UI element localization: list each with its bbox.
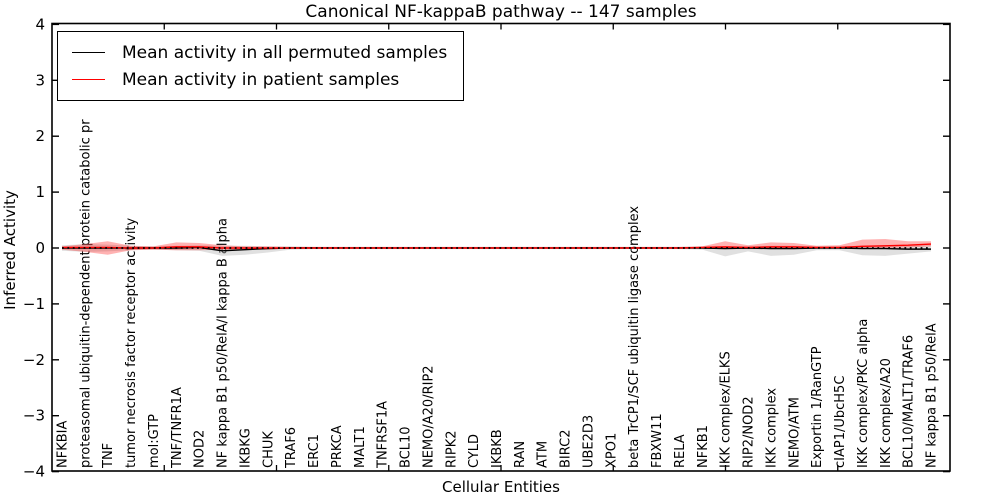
y-tick-label: 2 <box>35 127 45 145</box>
x-axis-label: Cellular Entities <box>442 478 560 496</box>
x-tick-label: RELA <box>673 434 688 468</box>
x-tick-label: UBE2D3 <box>581 415 596 468</box>
x-tick-label: NOD2 <box>193 430 208 468</box>
x-ticks <box>163 23 839 471</box>
x-tick-label: beta TrCP1/SCF ubiquitin ligase complex <box>627 206 642 468</box>
patient-mean-line <box>62 243 932 249</box>
x-tick-label: cIAP1/UbcH5C <box>833 376 848 468</box>
x-tick-label: IKBKB <box>490 429 505 468</box>
x-tick-label: RIPK2 <box>444 430 459 468</box>
x-tick-label: CYLD <box>467 434 482 468</box>
x-tick-label: NEMO/ATM <box>787 397 802 468</box>
x-tick-label: NEMO/A20/RIP2 <box>421 365 436 468</box>
x-tick-label: BCL10/MALT1/TRAF6 <box>902 335 917 468</box>
permuted-line-swatch <box>72 52 105 53</box>
x-tick-label: NF kappa B1 p50/RelA <box>925 323 940 468</box>
x-tick-label: TNF <box>101 443 116 469</box>
legend-item-permuted: Mean activity in all permuted samples <box>72 39 447 66</box>
chart-title: Canonical NF-kappaB pathway -- 147 sampl… <box>305 2 697 22</box>
x-tick-label: NF kappa B1 p50/RelA/I kappa B alpha <box>216 218 231 468</box>
y-axis-label: Inferred Activity <box>1 190 19 310</box>
y-tick-label: −4 <box>23 463 45 481</box>
x-tick-label: IKBKG <box>238 428 253 468</box>
x-tick-label: IKK complex/PKC alpha <box>856 319 871 468</box>
x-tick-label: TNF/TNFR1A <box>170 387 185 469</box>
y-tick-label: −2 <box>23 351 45 369</box>
x-tick-label: PRKCA <box>330 425 345 468</box>
x-tick-label: ERC1 <box>307 434 322 468</box>
x-tick-label: MALT1 <box>353 426 368 468</box>
y-tick-label: 1 <box>35 183 45 201</box>
y-tick-label: 4 <box>35 15 45 33</box>
x-tick-label: mol:GTP <box>147 414 162 468</box>
x-tick-label: RAN <box>513 441 528 468</box>
y-tick-label: 0 <box>35 239 45 257</box>
x-tick-label: RIP2/NOD2 <box>742 396 757 468</box>
x-tick-label: ATM <box>536 441 551 468</box>
legend-item-patient: Mean activity in patient samples <box>72 66 447 93</box>
x-tick-label: IKK complex/ELKS <box>719 351 734 468</box>
x-tick-label: proteasomal ubiquitin-dependent protein … <box>78 119 93 468</box>
y-tick-label: −3 <box>23 407 45 425</box>
x-tick-label: IKK complex <box>764 388 779 468</box>
x-tick-label: TRAF6 <box>284 427 299 469</box>
x-tick-label: Exportin 1/RanGTP <box>810 346 825 468</box>
y-tick-label: 3 <box>35 71 45 89</box>
x-tick-label: IKK complex/A20 <box>879 358 894 468</box>
x-tick-label: BCL10 <box>399 426 414 468</box>
x-tick-label: FBXW11 <box>650 413 665 468</box>
x-tick-label: tumor necrosis factor receptor activity <box>124 217 139 468</box>
x-tick-label: BIRC2 <box>559 430 574 469</box>
x-tick-label: NFKBIA <box>56 421 71 468</box>
x-tick-label: TNFRSF1A <box>376 401 391 469</box>
x-tick-label: CHUK <box>261 431 276 468</box>
legend: Mean activity in all permuted samples Me… <box>57 31 465 101</box>
y-tick-label: −1 <box>23 295 45 313</box>
legend-label-permuted: Mean activity in all permuted samples <box>122 42 448 63</box>
x-tick-label: NFKB1 <box>696 425 711 468</box>
y-ticks: −4 −3 −2 −1 0 1 2 3 4 <box>23 15 950 481</box>
x-tick-labels: NFKBIA proteasomal ubiquitin-dependent pr… <box>56 119 940 469</box>
legend-label-patient: Mean activity in patient samples <box>122 69 400 90</box>
patient-line-swatch <box>72 79 105 80</box>
x-tick-label: XPO1 <box>604 433 619 468</box>
